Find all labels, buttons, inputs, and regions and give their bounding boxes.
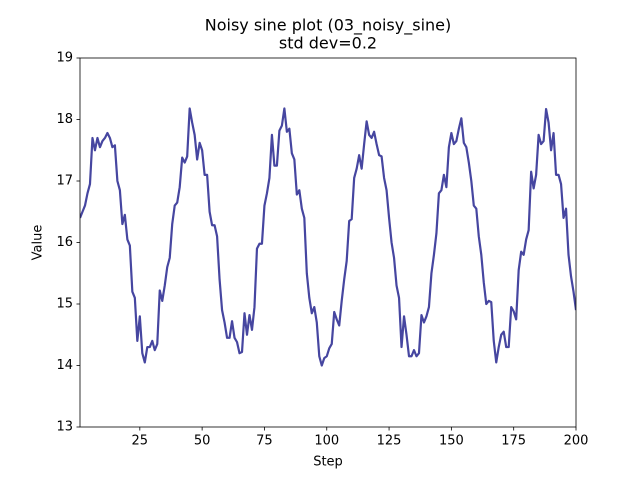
x-tick-label: 125 (377, 434, 402, 449)
chart-title: Noisy sine plot (03_noisy_sine) (205, 16, 451, 36)
x-tick-label: 200 (564, 434, 589, 449)
x-tick-label: 100 (314, 434, 339, 449)
x-tick-label: 175 (501, 434, 526, 449)
y-tick-label: 16 (56, 235, 73, 250)
y-axis-label: Value (31, 225, 46, 261)
x-axis-label: Step (313, 455, 343, 470)
x-tick-label: 25 (132, 434, 149, 449)
y-tick-label: 19 (56, 51, 73, 66)
x-tick-label: 75 (256, 434, 273, 449)
y-tick-label: 14 (56, 358, 73, 373)
y-tick-label: 15 (56, 297, 73, 312)
x-tick-label: 150 (439, 434, 464, 449)
data-line (80, 107, 576, 367)
y-tick-label: 13 (56, 420, 73, 435)
plot-frame (79, 57, 577, 428)
chart-subtitle: std dev=0.2 (279, 34, 377, 53)
x-tick-label: 50 (194, 434, 211, 449)
y-tick-label: 18 (56, 112, 73, 127)
y-tick-label: 17 (56, 174, 73, 189)
